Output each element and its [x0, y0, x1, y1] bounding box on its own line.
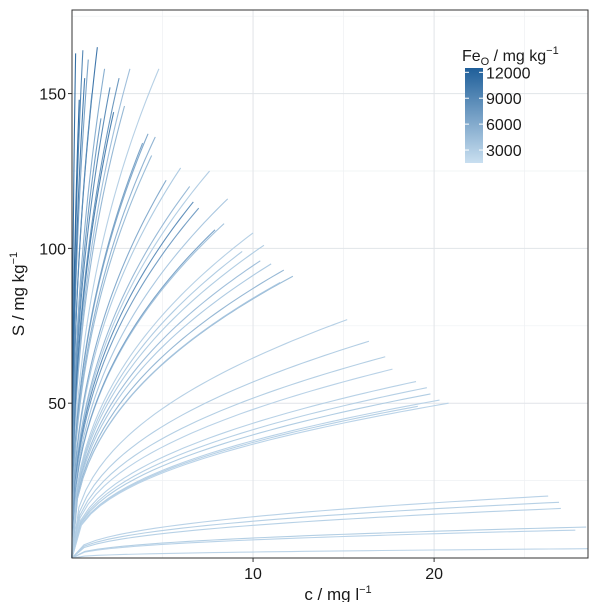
isotherm-line: [71, 232, 254, 559]
isotherm-line: [71, 319, 348, 559]
x-tick-label: 10: [244, 566, 262, 583]
isotherm-line: [71, 142, 144, 559]
isotherm-line: [71, 260, 261, 559]
legend-title-sub: O: [481, 56, 490, 68]
y-axis-title: S / mg kg−1: [8, 252, 28, 336]
isotherm-line: [71, 207, 200, 559]
x-axis-title-sup: −1: [359, 584, 372, 596]
y-tick-label: 50: [48, 396, 66, 413]
isotherm-line: [71, 244, 265, 559]
isotherm-curves: [71, 47, 589, 559]
legend-label: 3000: [486, 143, 522, 160]
legend-title-rest: / mg kg: [489, 48, 546, 65]
legend-label: 6000: [486, 117, 522, 134]
isotherm-line: [71, 167, 182, 559]
isotherm-line: [71, 548, 589, 559]
isotherm-line: [71, 136, 156, 559]
isotherm-line: [71, 198, 229, 559]
isotherm-line: [71, 526, 587, 559]
isotherm-line: [71, 269, 285, 559]
isotherm-line: [71, 53, 77, 559]
isotherm-line: [71, 112, 115, 559]
isotherm-line: [71, 251, 243, 559]
isotherm-line: [71, 368, 393, 559]
isotherm-line: [71, 87, 111, 559]
isotherm-line: [71, 68, 106, 559]
isotherm-line: [71, 180, 167, 559]
isotherm-line: [71, 170, 211, 559]
isotherm-line: [71, 78, 86, 559]
isotherm-line: [71, 68, 131, 559]
isotherm-line: [71, 263, 272, 559]
color-legend: FeO / mg kg−1 12000 9000 6000 3000: [462, 45, 559, 163]
isotherm-line: [71, 186, 191, 559]
isotherm-line: [71, 529, 576, 559]
isotherm-line: [71, 380, 417, 559]
isotherm-line: [71, 507, 561, 559]
isotherm-line: [71, 501, 560, 559]
isotherm-line: [71, 105, 126, 559]
isotherm-line: [71, 93, 93, 559]
isotherm-line: [71, 340, 370, 559]
isotherm-line: [71, 155, 153, 559]
isotherm-line: [71, 356, 386, 559]
x-axis-title: c / mg l−1: [304, 584, 371, 602]
isotherm-line: [71, 68, 160, 559]
isotherm-line: [71, 402, 449, 559]
isotherm-line: [71, 281, 281, 559]
isotherm-line: [71, 399, 440, 559]
plot-frame: [71, 9, 589, 559]
isotherm-line: [71, 393, 431, 559]
isotherm-line: [71, 405, 418, 559]
isotherm-line: [71, 201, 194, 559]
isotherm-line: [71, 118, 102, 559]
isotherm-line: [71, 223, 225, 559]
isotherm-line: [71, 229, 216, 559]
legend-label: 9000: [486, 91, 522, 108]
isotherm-line: [71, 495, 549, 559]
x-tick-label: 20: [425, 566, 443, 583]
axis-ticks: 10 20 50 100 150: [39, 87, 443, 583]
legend-labels: 12000 9000 6000 3000: [465, 65, 531, 160]
isotherm-line: [71, 387, 427, 559]
y-tick-label: 100: [39, 241, 66, 258]
legend-label: 12000: [486, 65, 531, 82]
legend-title: FeO / mg kg−1: [462, 45, 559, 68]
isotherm-line: [71, 99, 80, 559]
y-tick-label: 150: [39, 87, 66, 104]
y-axis-title-sup: −1: [8, 252, 20, 265]
legend-title-sup: −1: [546, 45, 559, 57]
legend-colorbar: [465, 68, 483, 163]
